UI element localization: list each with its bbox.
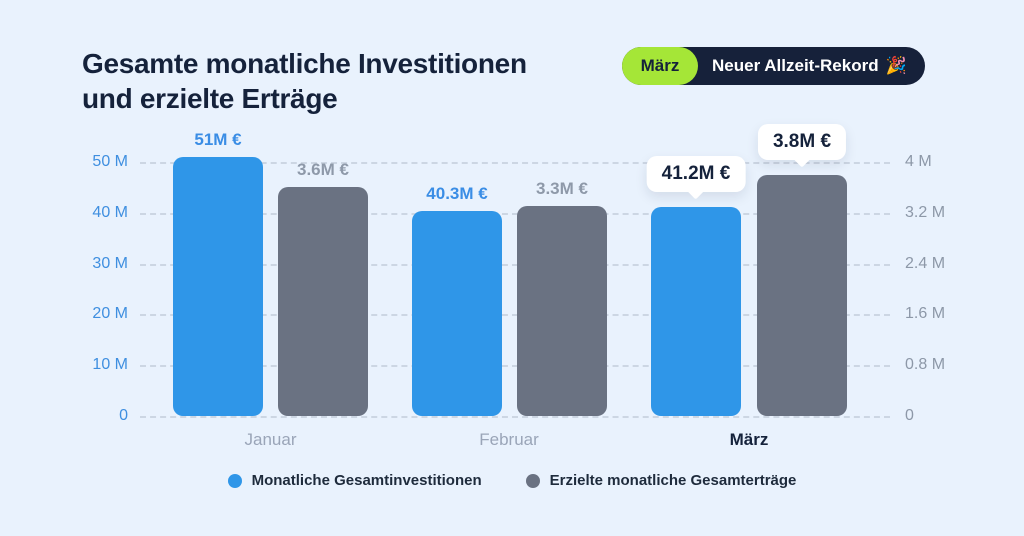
legend-item-ertraege[interactable]: Erzielte monatliche Gesamterträge — [525, 472, 797, 489]
gridline — [140, 263, 890, 266]
left-axis-tick: 0 — [119, 407, 128, 424]
value-tooltip: 41.2M € — [646, 155, 746, 192]
gridline — [140, 314, 890, 317]
x-axis-label-maerz: März — [729, 430, 769, 449]
bar-ertraege-februar[interactable]: 3.3M € — [517, 179, 607, 416]
left-axis-tick: 30 M — [92, 254, 128, 272]
record-badge-month: März — [640, 56, 680, 75]
chart-legend: Monatliche Gesamtinvestitionen Erzielte … — [0, 472, 1024, 489]
x-axis-label-februar: Februar — [479, 430, 539, 449]
legend-label: Monatliche Gesamtinvestitionen — [251, 472, 482, 489]
bar-value-label: 3.3M € — [536, 179, 588, 199]
left-axis-tick: 40 M — [92, 203, 128, 221]
right-axis-tick: 4 M — [905, 153, 932, 170]
gridline — [140, 212, 890, 215]
record-badge-text: Neuer Allzeit-Rekord — [712, 56, 879, 75]
party-popper-icon: 🎉 — [885, 56, 907, 75]
legend-item-investitionen[interactable]: Monatliche Gesamtinvestitionen — [227, 472, 482, 489]
bar-investitionen-februar[interactable]: 40.3M € — [412, 184, 502, 416]
legend-label: Erzielte monatliche Gesamterträge — [549, 472, 797, 489]
bar-value-label: 3.6M € — [297, 160, 349, 180]
page-title-line2: und erzielte Erträge — [82, 83, 338, 114]
left-axis-tick: 10 M — [92, 356, 128, 374]
left-axis-tick: 20 M — [92, 305, 128, 323]
bar-ertraege-januar[interactable]: 3.6M € — [278, 160, 368, 416]
left-axis-tick: 50 M — [92, 153, 128, 170]
bar-investitionen-maerz[interactable]: 41.2M € — [646, 155, 746, 416]
page-title: Gesamte monatliche Investitionen und erz… — [82, 46, 527, 116]
chart-plot-area: 50 M 40 M 30 M 20 M 10 M 0 4 M 3.2 M 2.4… — [92, 123, 945, 424]
gridline — [140, 365, 890, 368]
record-badge: Neuer Allzeit-Rekord 🎉 März — [622, 47, 925, 85]
right-axis-tick: 3.2 M — [905, 203, 946, 221]
right-axis-tick: 0 — [905, 407, 914, 424]
bar-investitionen-januar[interactable]: 51M € — [173, 130, 263, 416]
bar-ertraege-maerz[interactable]: 3.8M € — [757, 123, 847, 416]
value-tooltip: 3.8M € — [757, 123, 847, 160]
record-badge-month-pill: März — [622, 47, 698, 85]
page-title-line1: Gesamte monatliche Investitionen — [82, 48, 527, 79]
right-axis-tick: 0.8 M — [905, 356, 946, 374]
legend-dot-gray — [525, 473, 540, 488]
bar-value-label: 40.3M € — [426, 184, 488, 204]
legend-dot-blue — [227, 473, 242, 488]
x-axis-label-januar: Januar — [244, 430, 297, 449]
bar-value-label: 51M € — [194, 129, 242, 149]
gridline-baseline — [140, 416, 890, 418]
right-axis-tick: 1.6 M — [905, 305, 946, 323]
gridline — [140, 162, 890, 164]
right-axis-tick: 2.4 M — [905, 254, 946, 272]
